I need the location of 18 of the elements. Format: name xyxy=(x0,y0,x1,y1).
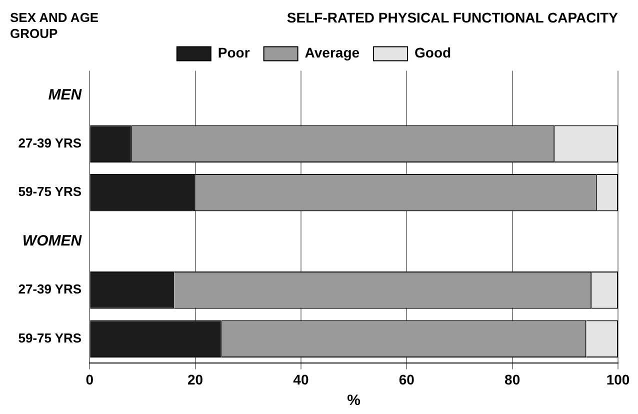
y-tick-label: 59-75 YRS xyxy=(18,184,82,200)
y-tick-label: 27-39 YRS xyxy=(18,282,82,297)
x-axis-title: % xyxy=(347,392,360,410)
legend-label: Poor xyxy=(218,44,250,61)
y-tick-label: MEN xyxy=(48,86,83,104)
x-tick-label: 100 xyxy=(606,371,630,388)
y-tick-label: 59-75 YRS xyxy=(18,330,82,346)
x-tick-label: 0 xyxy=(86,371,94,388)
y-axis-title: SEX AND AGE GROUP xyxy=(10,10,100,42)
y-tick-label: 27-39 YRS xyxy=(18,135,82,150)
chart-title: SELF-RATED PHYSICAL FUNCTIONAL CAPACITY xyxy=(286,9,619,26)
legend-label: Average xyxy=(304,44,360,61)
x-tick-label: 40 xyxy=(293,371,309,388)
x-tick-label: 80 xyxy=(504,371,520,388)
x-tick-label: 60 xyxy=(398,371,415,388)
x-tick-label: 20 xyxy=(187,371,204,388)
y-tick-label: WOMEN xyxy=(22,232,83,250)
legend-label: Good xyxy=(414,44,452,61)
